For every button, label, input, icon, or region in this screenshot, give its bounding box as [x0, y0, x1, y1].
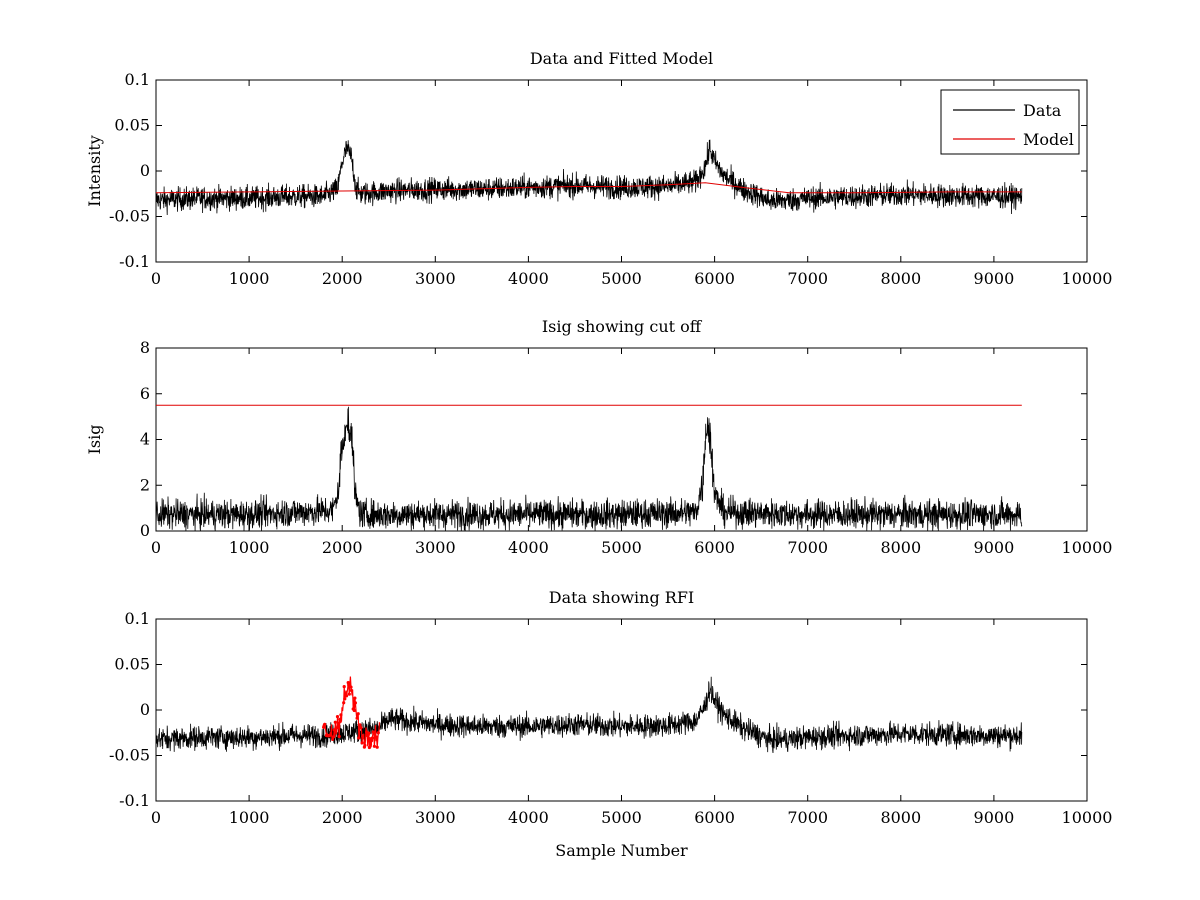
x-tick-label: 8000	[880, 538, 921, 557]
x-tick-label: 7000	[787, 269, 828, 288]
y-tick-label: 8	[140, 338, 150, 357]
y-tick-label: 0	[140, 161, 150, 180]
x-axis-label: Sample Number	[555, 841, 688, 860]
subplot-1: 0 1000 2000 3000 4000 5000 6000 7000 8000 9000 100…	[85, 49, 1112, 288]
series-line	[323, 676, 380, 748]
x-tick-label: 4000	[508, 269, 549, 288]
subplots: 0 1000 2000 3000 4000 5000 6000 7000 8000 9000 100…	[85, 49, 1112, 860]
x-tick-label: 3000	[415, 808, 456, 827]
x-tick-label: 5000	[601, 808, 642, 827]
y-tick-label: 0.1	[125, 609, 150, 628]
subplot-3: 0 1000 2000 3000 4000 5000 6000 7000 8000 9000 100…	[109, 588, 1112, 860]
x-tick-label: 8000	[880, 269, 921, 288]
x-tick-label: 9000	[974, 269, 1015, 288]
x-tick-label: 7000	[787, 538, 828, 557]
x-tick-label: 10000	[1062, 808, 1113, 827]
legend: Data Model	[940, 89, 1080, 155]
x-tick-label: 3000	[415, 269, 456, 288]
x-tick-label: 9000	[974, 538, 1015, 557]
series-model	[155, 182, 1022, 194]
x-tick-label: 1000	[229, 808, 270, 827]
series-1	[155, 406, 1023, 532]
y-tick-label: -0.05	[109, 207, 150, 226]
y-tick-label: 0	[140, 521, 150, 540]
x-tick-label: 0	[151, 808, 161, 827]
x-tick-label: 0	[151, 269, 161, 288]
series-1	[155, 676, 1023, 754]
y-tick-label: 4	[140, 430, 150, 449]
x-tick-label: 6000	[694, 269, 735, 288]
legend-label-data: Data	[1023, 101, 1062, 120]
series-line	[155, 676, 1023, 754]
y-tick-label: 0.05	[114, 655, 150, 674]
x-tick-label: 9000	[974, 808, 1015, 827]
x-tick-label: 2000	[322, 808, 363, 827]
y-axis-label: Intensity	[85, 135, 104, 207]
x-tick-label: 3000	[415, 538, 456, 557]
x-tick-label: 2000	[322, 538, 363, 557]
y-tick-label: -0.1	[119, 252, 150, 271]
y-tick-label: 6	[140, 384, 150, 403]
y-tick-label: 0.05	[114, 116, 150, 135]
legend-box	[940, 89, 1080, 155]
x-tick-label: 5000	[601, 269, 642, 288]
x-tick-label: 7000	[787, 808, 828, 827]
x-tick-label: 1000	[229, 538, 270, 557]
x-tick-label: 6000	[694, 538, 735, 557]
x-tick-label: 10000	[1062, 538, 1113, 557]
x-tick-label: 1000	[229, 269, 270, 288]
plot-title: Data and Fitted Model	[530, 49, 713, 68]
y-tick-label: 0.1	[125, 70, 150, 89]
legend-label-model: Model	[1023, 130, 1074, 149]
series-data	[155, 139, 1023, 216]
x-tick-label: 2000	[322, 269, 363, 288]
series-line	[155, 182, 1022, 194]
series-2	[322, 676, 380, 750]
x-tick-label: 8000	[880, 808, 921, 827]
x-tick-label: 4000	[508, 538, 549, 557]
x-tick-label: 10000	[1062, 269, 1113, 288]
plot-title: Isig showing cut off	[542, 317, 703, 336]
y-tick-label: -0.1	[119, 791, 150, 810]
x-tick-label: 4000	[508, 808, 549, 827]
series-line	[155, 406, 1023, 532]
x-tick-label: 0	[151, 538, 161, 557]
y-tick-label: 2	[140, 475, 150, 494]
y-tick-label: -0.05	[109, 746, 150, 765]
y-tick-label: 0	[140, 700, 150, 719]
x-tick-label: 5000	[601, 538, 642, 557]
y-axis-label: Isig	[85, 425, 104, 455]
subplot-2: 0 1000 2000 3000 4000 5000 6000 7000 8000 9000 100…	[85, 317, 1112, 557]
x-tick-label: 6000	[694, 808, 735, 827]
plot-title: Data showing RFI	[549, 588, 694, 607]
series-line	[155, 139, 1023, 216]
